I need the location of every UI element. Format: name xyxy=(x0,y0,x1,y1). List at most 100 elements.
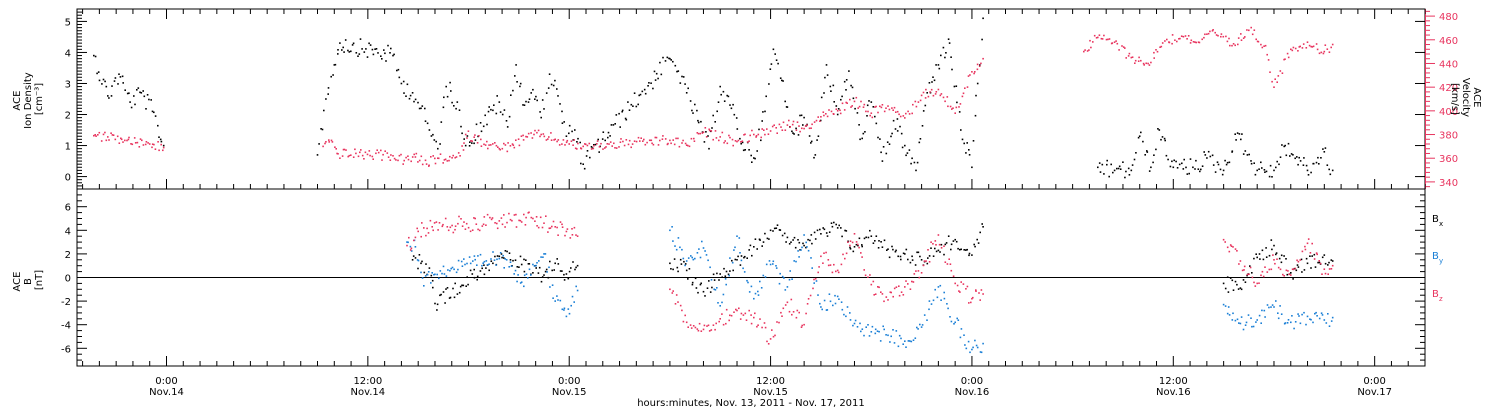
bz-point xyxy=(750,322,753,325)
density-point xyxy=(1161,136,1164,138)
velocity-point xyxy=(623,144,626,147)
velocity-point xyxy=(386,152,389,154)
bx-point xyxy=(805,246,807,249)
bz-point xyxy=(959,291,961,293)
bx-point xyxy=(476,275,479,278)
by-point xyxy=(798,256,800,258)
density-point xyxy=(1317,156,1319,159)
density-point xyxy=(639,93,642,96)
velocity-point xyxy=(139,138,142,140)
by-point xyxy=(841,308,844,311)
density-point xyxy=(659,61,661,64)
density-point xyxy=(1276,160,1278,163)
density-point xyxy=(1140,131,1142,134)
by-point xyxy=(964,344,966,346)
density-point xyxy=(1305,164,1308,167)
bz-point xyxy=(573,226,576,229)
by-point xyxy=(1238,322,1240,324)
density-point xyxy=(647,85,649,87)
velocity-point xyxy=(899,115,902,118)
by-point xyxy=(943,297,946,300)
by-point xyxy=(493,259,496,261)
velocity-point xyxy=(618,146,620,148)
density-point xyxy=(1289,155,1291,157)
density-point xyxy=(1163,137,1166,140)
velocity-point xyxy=(860,100,862,103)
bz-point xyxy=(406,244,408,247)
density-point xyxy=(402,80,405,83)
density-point xyxy=(96,72,98,75)
density-point xyxy=(819,119,822,122)
by-point xyxy=(759,280,761,283)
legend-entry-bz-subscript: z xyxy=(1439,295,1443,303)
density-point xyxy=(409,94,412,97)
density-point xyxy=(885,152,888,155)
density-point xyxy=(618,112,620,115)
by-point xyxy=(508,266,510,268)
velocity-point xyxy=(791,123,794,126)
velocity-point xyxy=(962,92,965,95)
bz-point xyxy=(730,314,733,317)
by-point xyxy=(503,267,505,269)
density-point xyxy=(1118,165,1121,168)
velocity-point xyxy=(1153,57,1155,59)
by-point xyxy=(1236,318,1239,321)
bx-point xyxy=(849,248,852,250)
bz-point xyxy=(1330,268,1333,270)
bx-point xyxy=(541,276,544,278)
velocity-point xyxy=(457,152,460,154)
density-point xyxy=(460,125,462,128)
velocity-point xyxy=(744,133,746,136)
bx-point xyxy=(1229,277,1232,279)
by-point xyxy=(934,288,936,291)
velocity-point xyxy=(615,147,618,149)
velocity-point xyxy=(459,155,461,157)
bz-point xyxy=(840,263,843,266)
bz-point xyxy=(835,270,837,273)
bz-point xyxy=(946,263,949,265)
density-point xyxy=(716,110,718,113)
bz-point xyxy=(813,278,815,281)
by-point xyxy=(698,248,700,250)
by-point xyxy=(719,305,721,307)
by-point xyxy=(557,299,559,301)
by-point xyxy=(871,325,874,328)
bz-point xyxy=(518,219,520,222)
bx-point xyxy=(1261,249,1264,252)
bz-point xyxy=(708,330,711,332)
by-point xyxy=(954,321,956,324)
velocity-point xyxy=(1212,29,1214,31)
velocity-point xyxy=(1090,46,1092,49)
by-point xyxy=(523,285,525,288)
bx-point xyxy=(532,272,534,274)
bx-point xyxy=(496,255,499,257)
top-y-tick-label: 3 xyxy=(65,79,71,90)
density-point xyxy=(777,62,779,65)
density-point xyxy=(1222,169,1225,172)
velocity-point xyxy=(1201,38,1203,41)
density-point xyxy=(953,85,956,88)
velocity-point xyxy=(855,96,858,99)
velocity-point xyxy=(392,155,394,157)
density-point xyxy=(146,94,149,96)
velocity-point xyxy=(771,125,774,128)
bx-point xyxy=(1270,239,1273,241)
density-point xyxy=(126,92,129,95)
bx-point xyxy=(557,263,560,265)
density-point xyxy=(136,89,138,91)
density-point xyxy=(837,108,840,110)
velocity-point xyxy=(606,143,609,145)
bx-point xyxy=(823,228,826,231)
density-point xyxy=(856,112,859,114)
velocity-point xyxy=(693,137,695,140)
velocity-point xyxy=(387,156,390,158)
velocity-point xyxy=(120,137,122,140)
velocity-point xyxy=(1116,42,1119,45)
bx-point xyxy=(934,247,936,250)
bx-point xyxy=(679,258,682,261)
bx-point xyxy=(466,276,468,278)
bx-point xyxy=(865,236,867,239)
bx-point xyxy=(699,283,702,286)
bx-point xyxy=(709,291,712,293)
by-point xyxy=(826,309,829,311)
